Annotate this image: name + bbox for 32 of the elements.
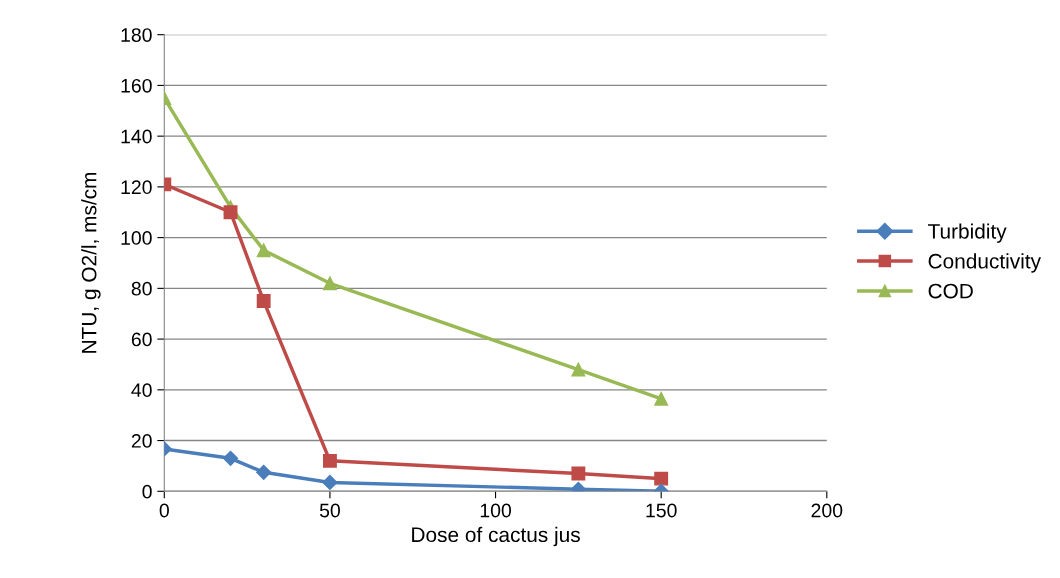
y-axis-title: NTU, g O2/l, ms/cm (81, 172, 101, 353)
x-tick-label: 150 (646, 503, 677, 518)
x-tick-label: 200 (811, 503, 843, 518)
point (222, 450, 239, 466)
point (571, 466, 586, 481)
y-tick-label: 160 (121, 78, 152, 93)
y-tick-label: 20 (131, 434, 152, 448)
point (322, 453, 337, 468)
y-tick-label: 180 (121, 28, 152, 42)
point (322, 276, 337, 291)
x-tick-label: 0 (159, 503, 169, 518)
x-tick-label: 50 (319, 503, 340, 518)
point (571, 362, 586, 377)
y-tick-label: 80 (131, 281, 152, 296)
point (654, 471, 669, 486)
y-tick-label: 120 (121, 180, 152, 195)
point (322, 474, 338, 490)
x-tick-label: 100 (480, 503, 512, 518)
y-tick-label: 0 (142, 484, 152, 499)
point (223, 205, 238, 220)
y-tick-label: 140 (121, 129, 152, 144)
point (256, 464, 272, 480)
point (256, 243, 271, 258)
y-tick-label: 100 (121, 231, 152, 245)
point (654, 391, 669, 406)
legend-label: Turbidity (928, 223, 1007, 243)
x-axis-title: Dose of cactus jus (412, 526, 580, 547)
point (256, 294, 271, 308)
y-tick-label: 40 (131, 383, 152, 398)
legend-label: Conductivity (928, 253, 1041, 273)
y-tick-label: 60 (131, 332, 152, 347)
legend-label: COD (928, 283, 973, 299)
